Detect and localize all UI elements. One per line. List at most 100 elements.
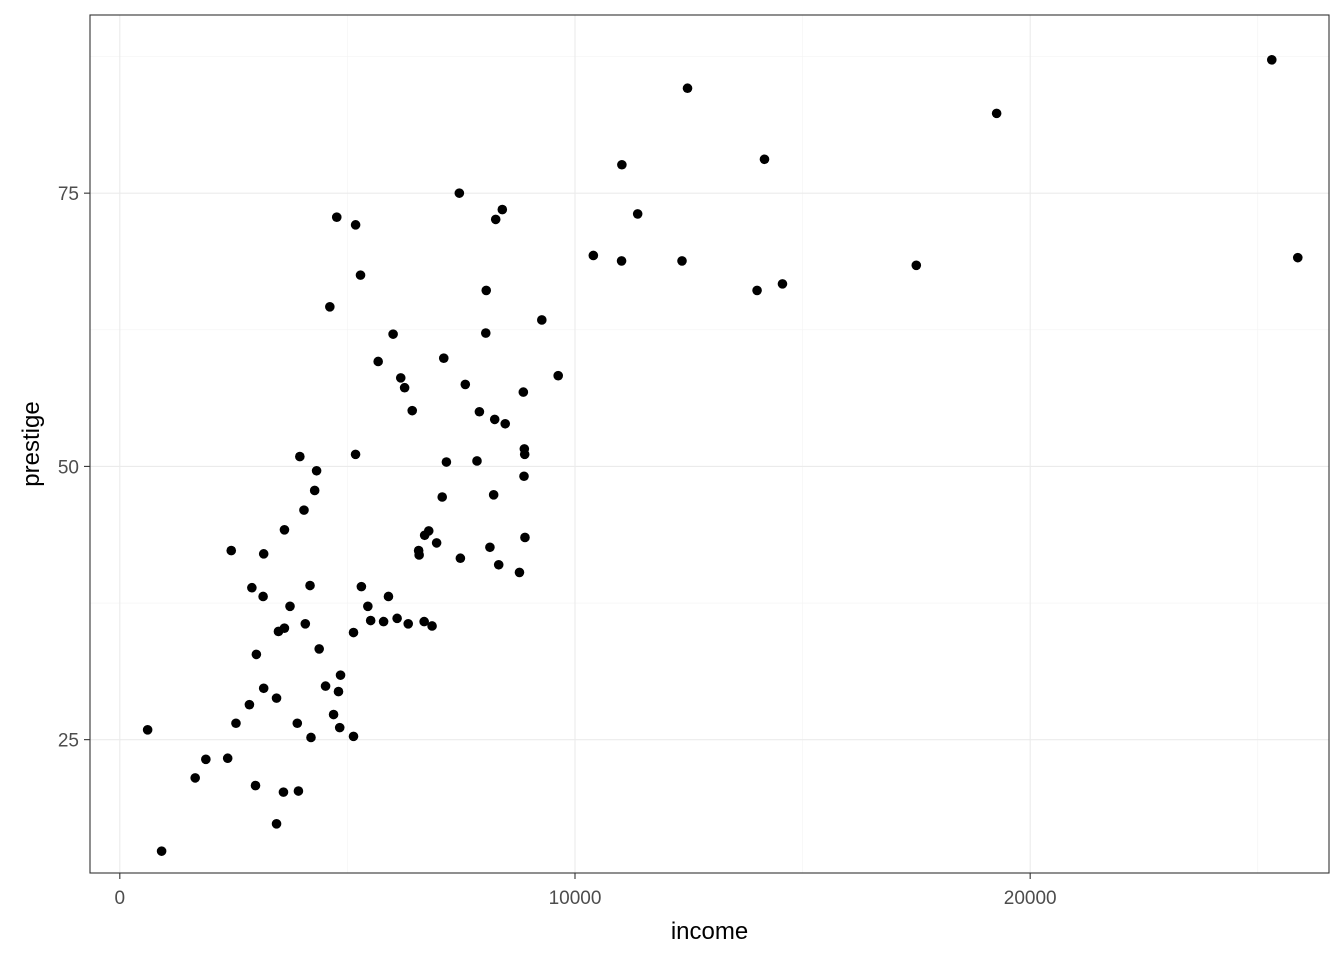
- data-point: [231, 718, 241, 729]
- data-point: [419, 530, 430, 541]
- data-point: [472, 456, 482, 466]
- data-point: [320, 681, 331, 691]
- data-point: [520, 532, 530, 543]
- data-point: [617, 159, 627, 170]
- data-point: [388, 329, 398, 339]
- data-point: [403, 618, 414, 629]
- data-point: [407, 405, 418, 416]
- data-point: [350, 449, 361, 460]
- data-point: [258, 591, 268, 602]
- data-point: [553, 370, 563, 381]
- data-point: [438, 353, 449, 364]
- data-point: [373, 356, 383, 367]
- data-point: [271, 693, 282, 703]
- panel-border: [89, 14, 1330, 874]
- data-point: [278, 787, 289, 797]
- data-point: [490, 214, 501, 225]
- x-axis-title: income: [671, 918, 748, 945]
- data-point: [537, 315, 547, 325]
- data-point: [309, 485, 320, 496]
- data-point: [759, 154, 770, 165]
- data-point: [314, 644, 324, 654]
- data-point: [454, 188, 465, 198]
- data-point: [1292, 252, 1303, 263]
- data-point: [500, 418, 511, 429]
- data-point: [489, 414, 500, 425]
- x-tick-label: 0: [115, 888, 126, 909]
- data-point: [493, 559, 504, 570]
- data-point: [378, 616, 389, 627]
- data-point: [1266, 55, 1277, 65]
- data-point: [226, 545, 237, 556]
- data-point: [419, 616, 429, 627]
- major-gridlines: [90, 15, 1329, 873]
- minor-gridlines: [90, 15, 1329, 873]
- data-point: [348, 627, 359, 638]
- data-point: [488, 490, 499, 500]
- data-point: [518, 387, 529, 397]
- data-point: [441, 457, 452, 467]
- data-point: [244, 699, 255, 710]
- data-point: [201, 754, 211, 765]
- data-point: [328, 709, 339, 720]
- data-point: [677, 256, 687, 266]
- data-point: [427, 621, 437, 631]
- data-point: [306, 732, 316, 743]
- data-point: [331, 212, 342, 223]
- x-axis: 0 10000 20000: [115, 873, 1057, 909]
- data-point: [752, 285, 762, 296]
- data-point: [682, 83, 693, 94]
- data-point: [383, 591, 394, 602]
- data-point: [485, 542, 495, 553]
- data-point: [311, 465, 322, 476]
- data-point: [334, 722, 345, 733]
- data-point: [350, 220, 361, 230]
- data-point: [355, 270, 366, 280]
- data-points: [142, 55, 1303, 856]
- data-point: [632, 209, 643, 219]
- y-tick-label: 75: [58, 184, 79, 205]
- data-point: [285, 601, 295, 612]
- data-point: [399, 382, 410, 393]
- data-point: [251, 649, 262, 660]
- data-point: [279, 525, 290, 535]
- x-tick-label: 10000: [549, 888, 602, 909]
- data-point: [325, 302, 335, 312]
- data-point: [250, 780, 261, 791]
- data-point: [777, 279, 788, 289]
- data-point: [455, 553, 466, 564]
- data-point: [273, 626, 284, 637]
- data-point: [333, 686, 344, 697]
- data-point: [395, 373, 406, 383]
- data-point: [247, 582, 257, 593]
- data-point: [991, 108, 1002, 119]
- data-point: [588, 250, 599, 261]
- data-point: [480, 328, 491, 338]
- data-point: [392, 613, 402, 624]
- data-point: [299, 505, 309, 515]
- data-point: [300, 618, 311, 629]
- data-point: [295, 451, 305, 462]
- data-point: [335, 670, 346, 680]
- data-point: [363, 601, 373, 612]
- y-tick-label: 25: [58, 731, 79, 752]
- data-point: [348, 731, 359, 742]
- data-point: [519, 444, 530, 454]
- data-point: [460, 379, 471, 390]
- data-point: [431, 538, 442, 548]
- data-point: [142, 725, 153, 735]
- data-point: [156, 846, 167, 856]
- x-tick-label: 20000: [1004, 888, 1057, 909]
- data-point: [514, 567, 525, 578]
- y-tick-label: 50: [58, 457, 79, 478]
- data-point: [437, 492, 448, 502]
- data-point: [258, 549, 269, 559]
- data-point: [292, 718, 303, 729]
- data-point: [258, 683, 269, 694]
- data-point: [497, 204, 508, 215]
- data-point: [305, 580, 315, 591]
- y-axis-title: prestige: [18, 401, 45, 486]
- data-point: [365, 615, 376, 626]
- data-point: [474, 406, 485, 417]
